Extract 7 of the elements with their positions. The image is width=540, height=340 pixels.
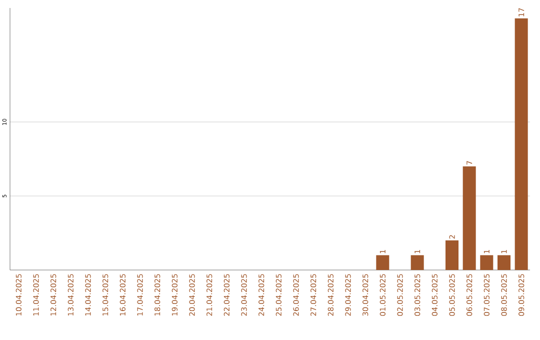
bar: [514, 18, 528, 270]
bar: [462, 166, 476, 270]
bar: [446, 240, 459, 270]
bar: [480, 255, 494, 270]
bar: [376, 255, 390, 270]
bar: [410, 255, 424, 270]
bar: [498, 255, 511, 270]
